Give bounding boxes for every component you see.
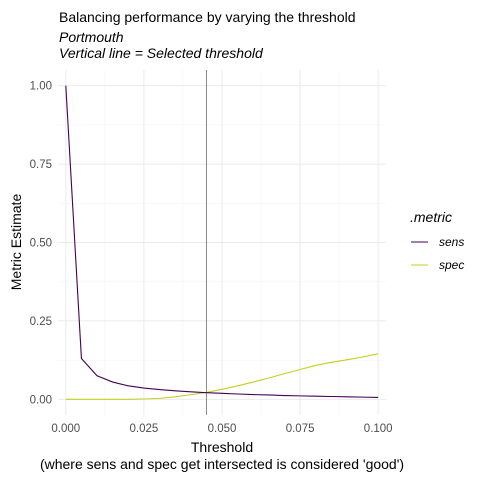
y-axis-title: Metric Estimate <box>8 194 24 291</box>
x-tick-label: 0.000 <box>51 423 80 435</box>
chart-subtitle-line1: Portmouth <box>59 29 124 45</box>
x-axis-title: Threshold <box>191 439 253 455</box>
chart-subtitle-line2: Vertical line = Selected threshold <box>59 45 264 61</box>
legend: .metric sens spec <box>410 209 464 272</box>
gridlines <box>58 70 386 415</box>
y-tick-label: 0.25 <box>30 316 52 328</box>
chart-title: Balancing performance by varying the thr… <box>59 9 356 25</box>
x-tick-label: 0.050 <box>208 423 237 435</box>
y-axis-ticks: 0.00 0.25 0.50 0.75 1.00 <box>30 81 52 407</box>
legend-label-sens: sens <box>439 235 464 249</box>
x-axis-caption: (where sens and spec get intersected is … <box>40 456 404 472</box>
y-tick-label: 0.00 <box>30 394 52 406</box>
y-tick-label: 1.00 <box>30 81 52 93</box>
y-tick-label: 0.50 <box>30 238 52 250</box>
legend-label-spec: spec <box>439 258 464 272</box>
y-tick-label: 0.75 <box>30 159 52 171</box>
x-axis-ticks: 0.000 0.025 0.050 0.075 0.100 <box>51 423 392 435</box>
x-tick-label: 0.100 <box>364 423 393 435</box>
x-tick-label: 0.075 <box>286 423 315 435</box>
legend-title: .metric <box>410 209 452 225</box>
x-tick-label: 0.025 <box>130 423 159 435</box>
